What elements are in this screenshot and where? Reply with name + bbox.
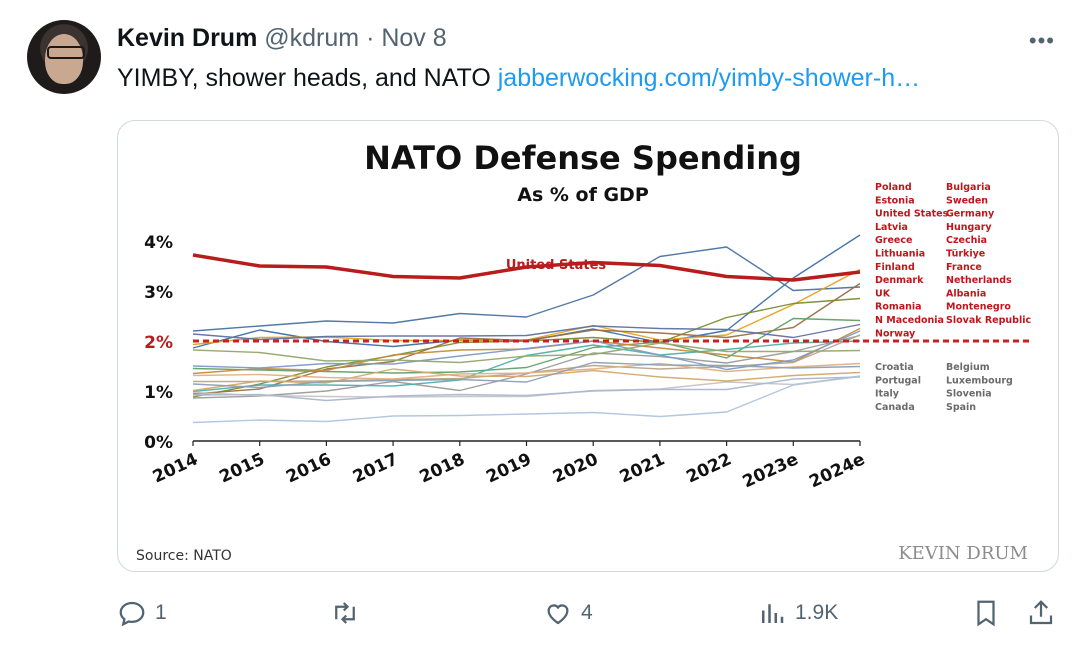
series-line-italy xyxy=(192,361,861,389)
avatar-face xyxy=(45,34,83,84)
reply-count: 1 xyxy=(155,601,167,624)
author-avatar[interactable] xyxy=(27,20,101,94)
series-line-finland xyxy=(192,317,861,374)
views-button[interactable]: 1.9K xyxy=(757,598,838,628)
more-options-icon[interactable]: ••• xyxy=(1028,28,1055,53)
legend-entry: Czechia xyxy=(946,235,987,246)
series-line-hungary xyxy=(192,334,861,399)
legend-entry: Luxembourg xyxy=(946,375,1013,386)
legend-entry: Belgium xyxy=(946,362,990,373)
y-tick-label: 4% xyxy=(144,233,173,253)
chart-subtitle: As % of GDP xyxy=(517,184,649,206)
x-tick-label: 2014 xyxy=(150,449,201,487)
legend-entry: N Macedonia xyxy=(875,315,944,326)
legend-entry: Montenegro xyxy=(946,302,1011,313)
series-line-spain xyxy=(192,376,861,402)
x-tick-label: 2021 xyxy=(617,449,668,487)
author-name[interactable]: Kevin Drum xyxy=(117,24,258,52)
legend-entry: Romania xyxy=(875,302,922,313)
like-button[interactable]: 4 xyxy=(543,598,593,628)
legend-entry: UK xyxy=(875,288,891,299)
x-tick-label: 2016 xyxy=(283,449,334,487)
legend-entry: Bulgaria xyxy=(946,182,991,193)
us-series-label: United States xyxy=(506,258,607,273)
series-line-belgium xyxy=(192,375,861,398)
avatar-glasses xyxy=(47,46,85,59)
chart-source: Source: NATO xyxy=(136,548,232,564)
legend-entry: Norway xyxy=(875,328,916,339)
chart-title: NATO Defense Spending xyxy=(364,139,802,177)
tweet-header: Kevin Drum @kdrum · Nov 8 xyxy=(117,24,447,53)
legend-entry: Türkiye xyxy=(946,249,985,260)
bookmark-icon xyxy=(977,600,995,627)
series-line-luxembourg xyxy=(192,375,861,424)
like-count: 4 xyxy=(581,601,593,624)
tweet-date[interactable]: Nov 8 xyxy=(381,24,447,52)
reply-button[interactable]: 1 xyxy=(117,598,167,628)
tweet-link[interactable]: jabberwocking.com/yimby-shower-h… xyxy=(497,64,921,92)
legend-entry: Greece xyxy=(875,235,912,246)
legend-entry: Lithuania xyxy=(875,249,925,260)
legend-entry: Hungary xyxy=(946,222,992,233)
series-line-croatia xyxy=(192,342,861,364)
views-chart-icon xyxy=(762,604,784,623)
legend-entry: Albania xyxy=(946,288,986,299)
legend-entry: Finland xyxy=(875,262,915,273)
views-count: 1.9K xyxy=(795,601,839,624)
x-tick-label: 2015 xyxy=(216,449,267,487)
series-line-uk xyxy=(192,323,861,341)
x-tick-label: 2024e xyxy=(806,449,868,492)
legend-entry: Latvia xyxy=(875,222,908,233)
chart: NATO Defense Spending As % of GDP 4% 3% 2%… xyxy=(136,139,1033,564)
legend-entry: France xyxy=(946,262,982,273)
legend-entry: Slovenia xyxy=(946,389,992,400)
series-line-portugal xyxy=(192,362,861,380)
legend-entry: Netherlands xyxy=(946,275,1012,286)
separator-dot: · xyxy=(366,24,375,52)
y-tick-label: 3% xyxy=(144,283,173,303)
x-tick-label: 2023e xyxy=(740,449,802,492)
heart-icon xyxy=(547,604,569,625)
series-line-canada xyxy=(192,368,861,392)
legend-entry: Croatia xyxy=(875,362,914,373)
legend-entry: United States xyxy=(875,209,949,220)
bookmark-button[interactable] xyxy=(971,598,1001,628)
tweet-text: YIMBY, shower heads, and NATO jabberwock… xyxy=(117,64,920,93)
legend-entry: Germany xyxy=(946,209,995,220)
legend-entry: Slovak Republic xyxy=(946,315,1031,326)
legend-entry: Estonia xyxy=(875,195,915,206)
x-tick-label: 2019 xyxy=(483,449,534,487)
x-tick-label: 2020 xyxy=(550,449,601,487)
series-line-united-states xyxy=(192,253,861,282)
action-bar: 1 4 1.9K xyxy=(0,590,1087,640)
legend-entry: Denmark xyxy=(875,275,924,286)
y-tick-label: 1% xyxy=(144,383,173,403)
x-tick-label: 2018 xyxy=(417,449,468,487)
x-tick-label: 2022 xyxy=(683,449,734,487)
legend-entry: Spain xyxy=(946,402,976,413)
y-tick-label: 2% xyxy=(144,333,173,353)
legend-entry: Italy xyxy=(875,389,900,400)
media-card[interactable]: NATO Defense Spending As % of GDP 4% 3% 2%… xyxy=(117,120,1059,572)
series-line-greece xyxy=(192,246,861,332)
retweet-button[interactable] xyxy=(330,598,368,628)
x-tick-label: 2017 xyxy=(350,449,401,487)
legend-entry: Poland xyxy=(875,182,912,193)
y-tick-label: 0% xyxy=(144,433,173,453)
legend-entry: Sweden xyxy=(946,195,988,206)
watermark-logo: KEVIN DRUM xyxy=(898,543,1028,564)
retweet-icon xyxy=(335,602,355,624)
reply-icon xyxy=(119,601,145,627)
series-line-poland xyxy=(192,234,861,349)
tweet-body: YIMBY, shower heads, and NATO xyxy=(117,64,498,92)
author-handle[interactable]: @kdrum xyxy=(264,24,360,52)
legend-entry: Canada xyxy=(875,402,915,413)
legend-entry: Portugal xyxy=(875,375,921,386)
share-icon xyxy=(1029,600,1053,625)
share-button[interactable] xyxy=(1026,598,1056,628)
